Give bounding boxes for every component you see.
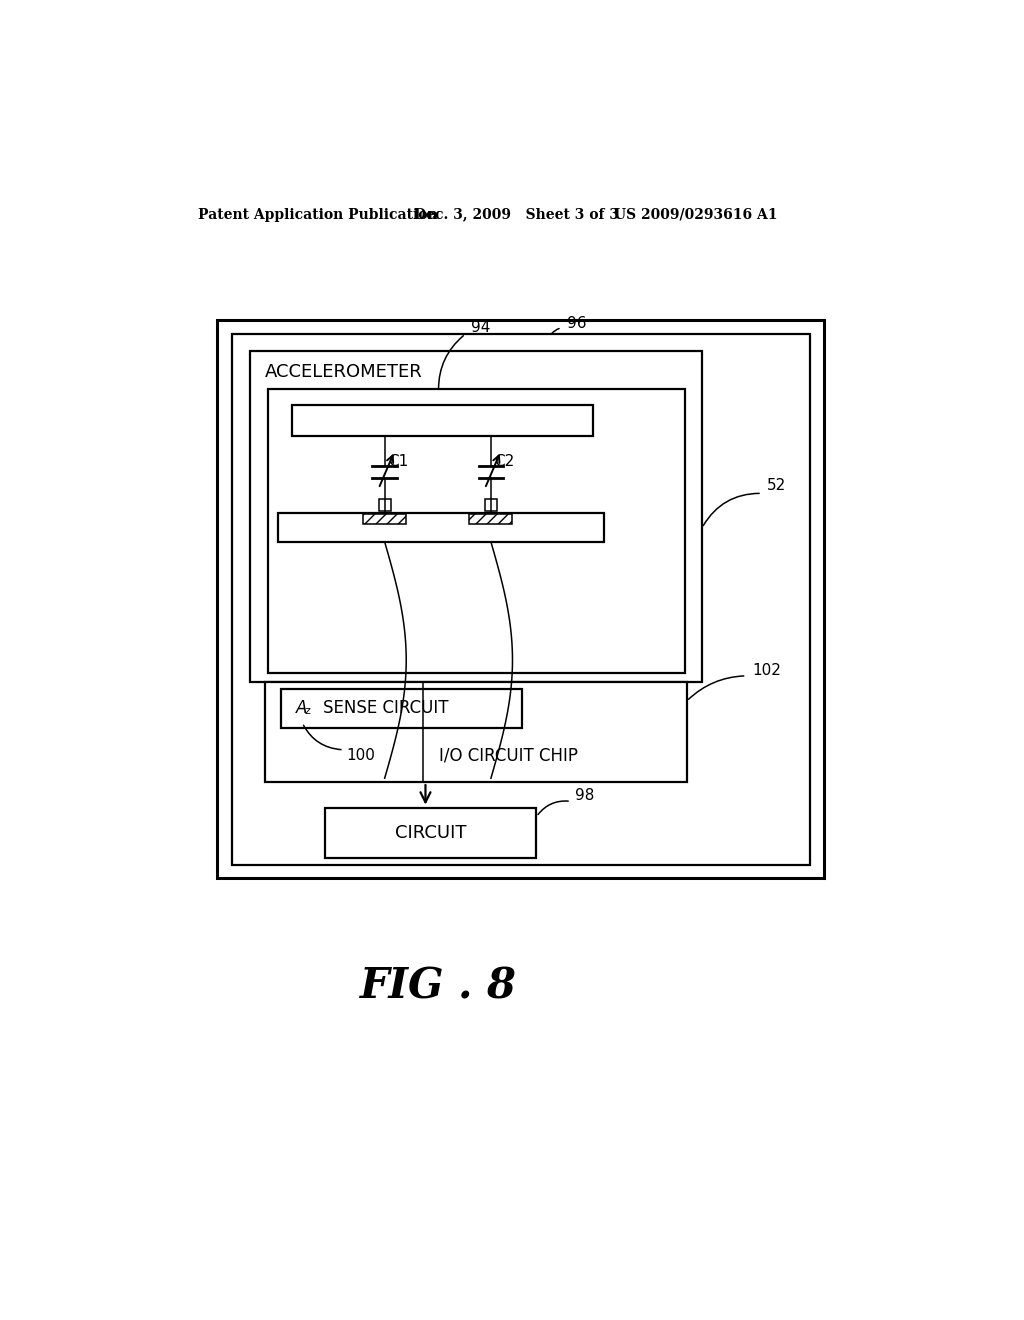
- Text: 100: 100: [346, 747, 375, 763]
- Text: Patent Application Publication: Patent Application Publication: [199, 207, 438, 222]
- Bar: [379, 499, 391, 511]
- Bar: [364, 515, 407, 524]
- Bar: [279, 512, 604, 543]
- Bar: [232, 334, 810, 866]
- Bar: [469, 515, 512, 524]
- Text: Dec. 3, 2009   Sheet 3 of 3: Dec. 3, 2009 Sheet 3 of 3: [414, 207, 618, 222]
- Bar: [281, 689, 521, 729]
- Text: US 2009/0293616 A1: US 2009/0293616 A1: [614, 207, 777, 222]
- Text: CIRCUIT: CIRCUIT: [395, 824, 467, 842]
- Text: SENSE CIRCUIT: SENSE CIRCUIT: [323, 700, 449, 717]
- Bar: [484, 499, 497, 511]
- Bar: [250, 351, 701, 682]
- Bar: [265, 682, 686, 781]
- Text: ACCELEROMETER: ACCELEROMETER: [265, 363, 423, 381]
- Text: 102: 102: [753, 663, 781, 678]
- Bar: [267, 389, 685, 673]
- Bar: [217, 321, 823, 878]
- Text: C1: C1: [388, 454, 408, 470]
- Text: C2: C2: [494, 454, 514, 470]
- Bar: [292, 405, 593, 436]
- Text: 98: 98: [574, 788, 594, 804]
- Text: z: z: [304, 706, 310, 717]
- Text: 96: 96: [567, 317, 587, 331]
- Text: 52: 52: [767, 478, 785, 494]
- Text: A: A: [296, 700, 307, 717]
- Text: 94: 94: [471, 321, 490, 335]
- Text: FIG . 8: FIG . 8: [360, 965, 517, 1007]
- Bar: [326, 808, 537, 858]
- Text: I/O CIRCUIT CHIP: I/O CIRCUIT CHIP: [438, 746, 578, 764]
